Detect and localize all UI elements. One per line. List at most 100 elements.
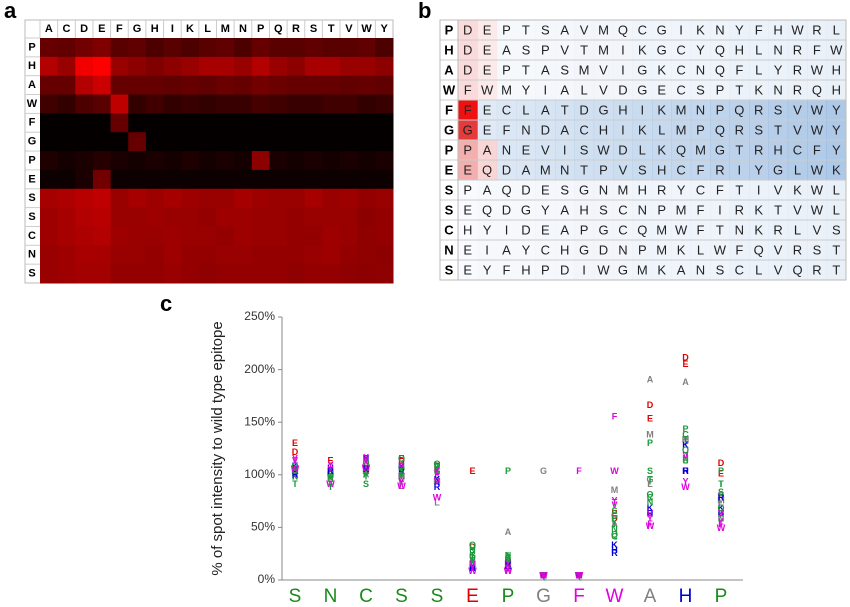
grid-letter: V	[793, 202, 802, 217]
heatmap-cell	[269, 38, 288, 58]
letter-point: V	[363, 456, 369, 466]
cell-shade	[729, 240, 750, 261]
cell-shade	[496, 180, 517, 201]
grid-letter: C	[696, 182, 705, 197]
cell-shade	[690, 260, 711, 281]
cell-shade	[632, 140, 653, 161]
letter-point: F	[328, 466, 334, 476]
grid-letter: N	[773, 82, 782, 97]
column-header: T	[328, 23, 335, 35]
row-head: F	[445, 102, 453, 117]
grid-letter: M	[598, 42, 609, 57]
heatmap-cell	[75, 38, 94, 58]
cell-shade	[807, 140, 827, 161]
letter-point: P	[434, 462, 440, 472]
y-tick-label: 150%	[244, 414, 275, 428]
grid-letter: I	[679, 22, 683, 37]
cell-shade	[516, 140, 536, 161]
grid-letter: H	[735, 42, 744, 57]
grid-letter: D	[463, 22, 472, 37]
heatmap-cell	[251, 132, 270, 152]
letter-point: K	[647, 503, 654, 513]
cell-shade	[729, 260, 750, 281]
cell-shade	[690, 180, 711, 201]
cell-shade	[652, 120, 672, 141]
heatmap-cell	[57, 264, 76, 284]
letter-point: S	[647, 466, 653, 476]
grid-letter: P	[580, 222, 589, 237]
grid-letter: A	[560, 122, 569, 137]
heatmap-cell	[181, 132, 200, 152]
cell-shade	[593, 220, 614, 241]
letter-point: F	[647, 519, 653, 529]
letter-point: T	[434, 466, 440, 476]
heatmap-cell	[322, 188, 341, 209]
heatmap-cell	[234, 94, 253, 114]
letter-point: V	[682, 450, 688, 460]
heatmap-cell	[145, 38, 165, 58]
cell-shade	[749, 20, 769, 41]
grid-letter: H	[618, 102, 627, 117]
heatmap-cell	[198, 132, 217, 152]
grid-letter: V	[774, 182, 783, 197]
heatmap-cell	[181, 188, 200, 209]
cell-shade	[787, 60, 808, 81]
cell-shade	[535, 180, 556, 201]
heatmap-cell	[92, 207, 112, 227]
column-header: E	[98, 23, 105, 35]
grid-letter: W	[811, 202, 824, 217]
column-header: S	[310, 23, 317, 35]
row-header: G	[28, 136, 37, 148]
cell-shade	[749, 120, 769, 141]
grid-letter: Y	[832, 142, 841, 157]
grid-letter: W	[481, 82, 494, 97]
letter-point: M	[646, 429, 654, 439]
letter-point: D	[505, 556, 512, 566]
grid-letter: L	[658, 122, 665, 137]
heatmap-cell	[304, 94, 323, 114]
grid-letter: F	[503, 262, 511, 277]
heatmap-cell	[128, 113, 147, 133]
grid-letter: M	[656, 222, 667, 237]
row-header: S	[28, 267, 35, 279]
grid-letter: D	[502, 162, 511, 177]
heatmap-cell	[40, 245, 59, 265]
y-tick-label: 250%	[244, 309, 275, 323]
heatmap-cell	[234, 188, 253, 209]
row-head: S	[445, 182, 454, 197]
cell-shade	[574, 220, 595, 241]
letter-point: D	[647, 400, 654, 410]
letter-point: P	[576, 570, 582, 580]
cell-shade	[652, 220, 672, 241]
letter-point: Y	[292, 454, 298, 464]
cell-shade	[555, 120, 575, 141]
heatmap-cell	[57, 169, 76, 190]
heatmap-cell	[304, 207, 323, 227]
letter-point: A	[327, 471, 334, 481]
letter-point: N	[576, 570, 583, 580]
cell-shade	[826, 60, 847, 81]
letter-point: E	[611, 508, 617, 518]
cell-shade	[516, 120, 536, 141]
grid-letter: T	[716, 222, 724, 237]
cell-shade	[749, 200, 769, 221]
cell-shade	[787, 160, 808, 181]
grid-letter: L	[833, 182, 840, 197]
cell-shade	[593, 140, 614, 161]
heatmap-cell	[198, 188, 217, 209]
letter-point: Q	[682, 445, 689, 455]
letter-point: I	[613, 519, 616, 529]
grid-letter: D	[579, 102, 588, 117]
heatmap-cell	[287, 151, 306, 171]
cell-shade	[574, 100, 595, 121]
cell-shade	[458, 200, 478, 221]
x-tick-label: F	[573, 586, 585, 607]
heatmap-cell	[40, 169, 59, 190]
heatmap-cell	[340, 38, 359, 58]
cell-shade	[516, 60, 536, 81]
cell-shade	[652, 20, 672, 41]
heatmap-cell	[375, 94, 394, 114]
heatmap-cell	[57, 132, 76, 152]
letter-point: R	[611, 548, 618, 558]
grid-letter: G	[715, 142, 725, 157]
